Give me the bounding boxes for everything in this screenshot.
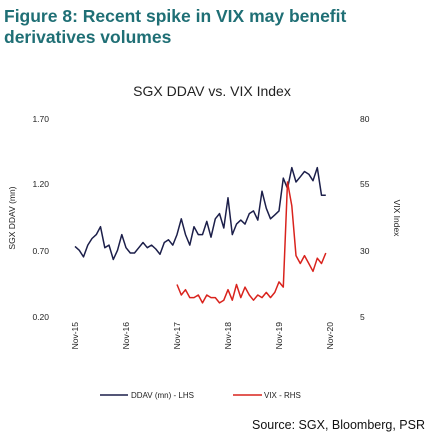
vix-series-line [176,181,327,304]
plot-area [74,166,327,304]
y-right-tick-label: 80 [360,114,370,124]
y-left-tick-label: 0.20 [32,312,49,322]
chart-title: SGX DDAV vs. VIX Index [133,83,291,99]
y-left-axis-label: SGX DDAV (mn) [7,186,17,249]
source-note: Source: SGX, Bloomberg, PSR [252,418,425,432]
x-tick-label: Nov-20 [325,322,335,350]
y-left-tick-label: 1.70 [32,114,49,124]
x-tick-label: Nov-18 [223,322,233,350]
ddav-series-line [74,166,326,261]
legend-label-vix: VIX - RHS [264,391,301,400]
x-tick-label: Nov-17 [172,322,182,350]
figure-title: Figure 8: Recent spike in VIX may benefi… [4,6,347,47]
y-left-tick-label: 1.20 [32,179,49,189]
y-right-tick-label: 55 [360,179,370,189]
y-right-tick-label: 5 [360,312,365,322]
x-axis: Nov-15 Nov-16 Nov-17 Nov-18 Nov-19 Nov-20 [70,322,335,350]
x-tick-label: Nov-15 [70,322,80,350]
y-right-tick-label: 30 [360,246,370,256]
y-right-axis-label: VIX Index [392,200,402,238]
legend-label-ddav: DDAV (mn) - LHS [131,391,194,400]
y-left-tick-label: 0.70 [32,246,49,256]
x-tick-label: Nov-16 [121,322,131,350]
x-tick-label: Nov-19 [274,322,284,350]
legend: DDAV (mn) - LHS VIX - RHS [100,391,301,400]
